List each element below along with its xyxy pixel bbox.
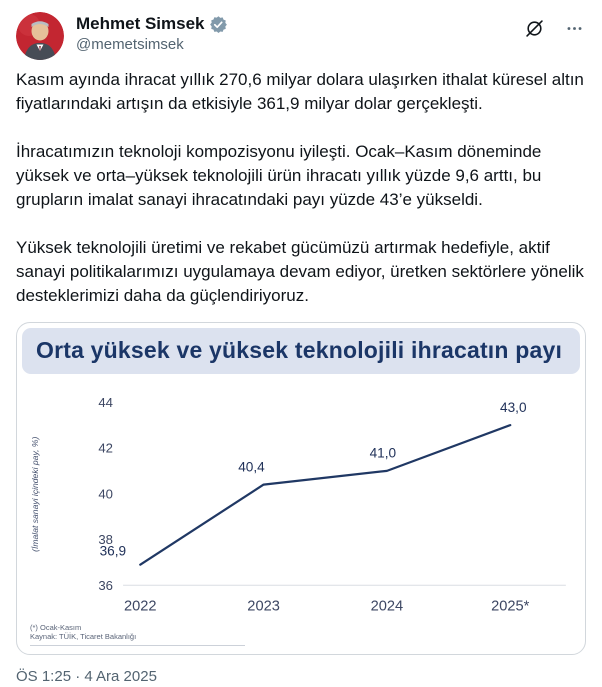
tweet-paragraph-1: Kasım ayında ihracat yıllık 270,6 milyar… [16, 70, 584, 113]
chart-footnotes: (*) Ocak-Kasım Kaynak: TÜİK, Ticaret Bak… [30, 623, 245, 647]
svg-text:40: 40 [98, 486, 113, 501]
avatar[interactable] [16, 12, 64, 60]
svg-text:42: 42 [98, 441, 113, 456]
svg-text:2023: 2023 [247, 599, 280, 615]
tweet-paragraph-3: Yüksek teknolojili üretimi ve rekabet gü… [16, 238, 584, 305]
chart-footnote-asterisk: (*) Ocak-Kasım [30, 622, 82, 632]
svg-text:(İmalat sanayi içindeki pay, %: (İmalat sanayi içindeki pay, %) [30, 437, 40, 552]
grok-icon [524, 18, 545, 42]
svg-text:36,9: 36,9 [100, 544, 127, 559]
more-button[interactable] [565, 19, 584, 41]
chart-source: Kaynak: TÜİK, Ticaret Bakanlığı [30, 632, 137, 642]
svg-text:2025*: 2025* [491, 599, 530, 615]
svg-text:41,0: 41,0 [370, 446, 397, 461]
avatar-photo [16, 12, 64, 60]
grok-button[interactable] [524, 18, 545, 42]
chart-svg: 44 42 40 38 36 36,9 40,4 41,0 43,0 2022 2023 2024 20… [30, 395, 566, 615]
svg-text:2024: 2024 [371, 599, 404, 615]
more-icon [565, 19, 584, 41]
header-actions [524, 12, 586, 42]
display-name[interactable]: Mehmet Simsek [76, 14, 205, 33]
svg-text:40,4: 40,4 [238, 459, 265, 474]
chart-title: Orta yüksek ve yüksek teknolojili ihraca… [22, 328, 580, 374]
timestamp: ÖS 1:25 · 4 Ara 2025 [16, 668, 157, 686]
svg-text:43,0: 43,0 [500, 400, 527, 415]
svg-text:44: 44 [98, 395, 113, 410]
trend-chart: 44 42 40 38 36 36,9 40,4 41,0 43,0 2022 2023 2024 20… [22, 374, 580, 623]
svg-text:38: 38 [98, 532, 113, 547]
tweet-paragraph-2: İhracatımızın teknoloji kompozisyonu iyi… [16, 142, 542, 209]
tweet-text: Kasım ayında ihracat yıllık 270,6 milyar… [16, 68, 586, 308]
verified-icon [209, 15, 228, 34]
embedded-chart-image[interactable]: Orta yüksek ve yüksek teknolojili ihraca… [16, 322, 586, 656]
handle[interactable]: @memetsimsek [76, 36, 184, 53]
author-block: Mehmet Simsek @memetsimsek [76, 12, 524, 55]
svg-text:2022: 2022 [124, 599, 157, 615]
tweet-header: Mehmet Simsek @memetsimsek [16, 12, 586, 60]
svg-text:36: 36 [98, 578, 113, 593]
